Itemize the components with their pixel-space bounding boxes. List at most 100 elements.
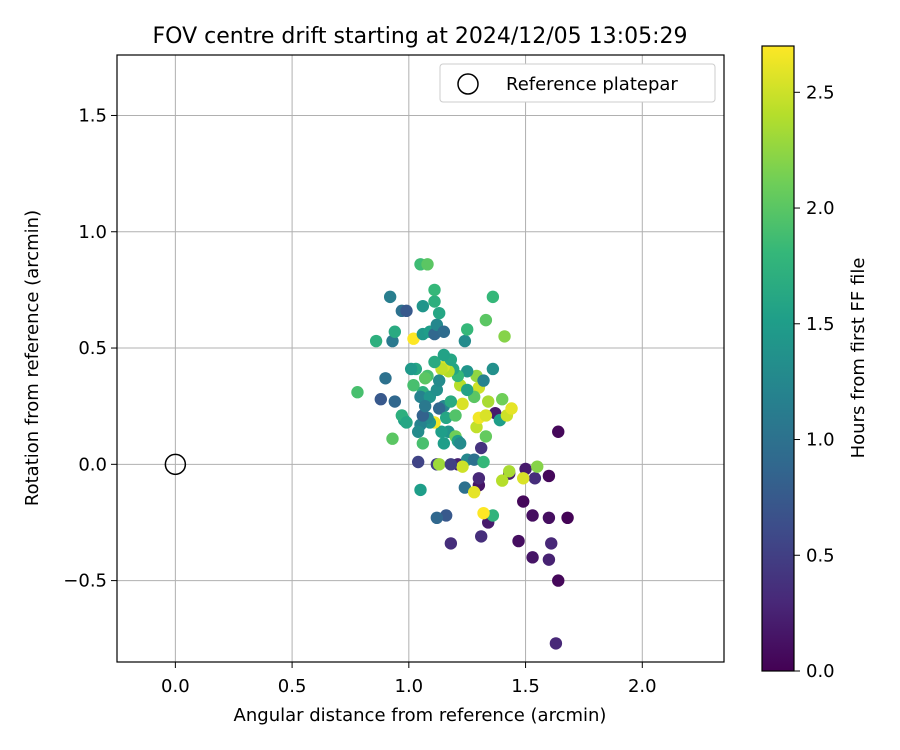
data-point <box>444 537 458 550</box>
data-points <box>351 258 574 650</box>
y-tick-label: 1.5 <box>78 105 107 126</box>
data-point <box>432 458 446 471</box>
data-point <box>477 455 490 469</box>
y-axis-label: Rotation from reference (arcmin) <box>22 210 43 506</box>
data-point <box>407 379 420 392</box>
data-point <box>467 453 481 466</box>
data-point <box>477 506 490 520</box>
x-tick-label: 1.5 <box>511 676 540 697</box>
data-point <box>379 372 392 385</box>
data-point <box>414 483 427 497</box>
data-point <box>404 362 418 376</box>
data-point <box>386 334 399 348</box>
data-point <box>552 574 565 587</box>
plot-frame <box>116 54 725 663</box>
data-point <box>407 332 420 345</box>
data-point <box>444 458 458 471</box>
data-point <box>428 327 441 341</box>
data-point <box>531 460 544 473</box>
x-tick-label: 1.0 <box>395 676 424 697</box>
x-axis-label: Angular distance from reference (arcmin) <box>234 705 607 726</box>
reference-marker-group <box>164 453 187 476</box>
data-point <box>475 530 488 543</box>
y-tick-label: −0.5 <box>63 571 107 592</box>
data-point <box>512 534 525 548</box>
data-point <box>549 637 563 650</box>
data-point <box>437 437 451 450</box>
data-point <box>386 432 399 445</box>
data-point <box>486 362 500 376</box>
data-point <box>479 313 493 327</box>
data-point <box>479 409 493 422</box>
data-point <box>486 290 500 304</box>
data-point <box>517 495 530 508</box>
data-point <box>470 420 483 434</box>
data-point <box>456 460 469 473</box>
data-point <box>430 383 444 397</box>
data-point <box>416 409 430 422</box>
grid-lines <box>117 55 724 662</box>
colorbar-tick-label: 1.5 <box>806 314 835 335</box>
data-point <box>503 465 516 478</box>
data-point <box>388 395 402 408</box>
data-point <box>458 481 472 494</box>
data-point <box>416 437 430 450</box>
data-point <box>496 474 509 487</box>
data-point <box>475 441 488 455</box>
data-point <box>472 472 486 485</box>
y-tick-label: 0.0 <box>78 454 107 475</box>
data-point <box>449 409 462 422</box>
data-point <box>517 472 530 485</box>
data-point <box>432 402 446 415</box>
data-point <box>477 374 490 387</box>
x-axis-ticks: 0.0 0.5 1.0 1.5 2.0 <box>161 662 657 697</box>
x-tick-label: 0.5 <box>278 676 307 697</box>
data-point <box>542 511 556 525</box>
data-point <box>498 330 511 343</box>
y-axis-ticks: −0.5 0.0 0.5 1.0 1.5 <box>63 105 117 592</box>
data-point <box>383 290 397 304</box>
data-point <box>414 390 427 404</box>
data-point <box>428 355 441 369</box>
data-point <box>428 283 441 297</box>
data-point <box>432 374 446 387</box>
x-tick-label: 2.0 <box>628 676 657 697</box>
data-point <box>519 462 532 476</box>
legend-entry-reference: Reference platepar <box>506 74 678 95</box>
data-point <box>400 304 413 318</box>
data-point <box>460 365 474 378</box>
data-point <box>421 258 434 271</box>
colorbar-label: Hours from first FF file <box>848 258 869 459</box>
data-point <box>460 383 474 397</box>
data-point <box>439 509 453 522</box>
y-tick-label: 0.5 <box>78 338 107 359</box>
data-point <box>526 551 539 564</box>
legend: Reference platepar <box>439 63 716 103</box>
data-point <box>486 509 500 522</box>
data-point <box>460 323 474 336</box>
colorbar: 0.0 0.5 1.0 1.5 2.0 2.5 Hours from first FF f… <box>761 45 869 682</box>
data-point <box>411 455 425 469</box>
colorbar-gradient <box>761 45 795 672</box>
chart-title: FOV centre drift starting at 2024/12/05 … <box>153 24 688 49</box>
colorbar-tick-label: 0.5 <box>806 545 835 566</box>
colorbar-tick-label: 0.0 <box>806 661 835 682</box>
data-point <box>545 537 558 550</box>
data-point <box>432 306 446 320</box>
legend-box <box>439 63 716 103</box>
data-point <box>428 295 441 308</box>
data-point <box>369 334 383 348</box>
colorbar-tick-label: 2.5 <box>806 82 835 103</box>
data-point <box>453 437 467 450</box>
data-point <box>467 486 481 499</box>
data-point <box>439 411 453 425</box>
colorbar-ticks: 0.0 0.5 1.0 1.5 2.0 2.5 <box>794 82 835 682</box>
data-point <box>482 395 495 408</box>
data-point <box>430 511 444 525</box>
x-tick-label: 0.0 <box>161 676 190 697</box>
data-point <box>418 372 432 385</box>
data-point <box>505 402 518 415</box>
data-point <box>374 392 388 406</box>
data-point <box>444 395 458 408</box>
